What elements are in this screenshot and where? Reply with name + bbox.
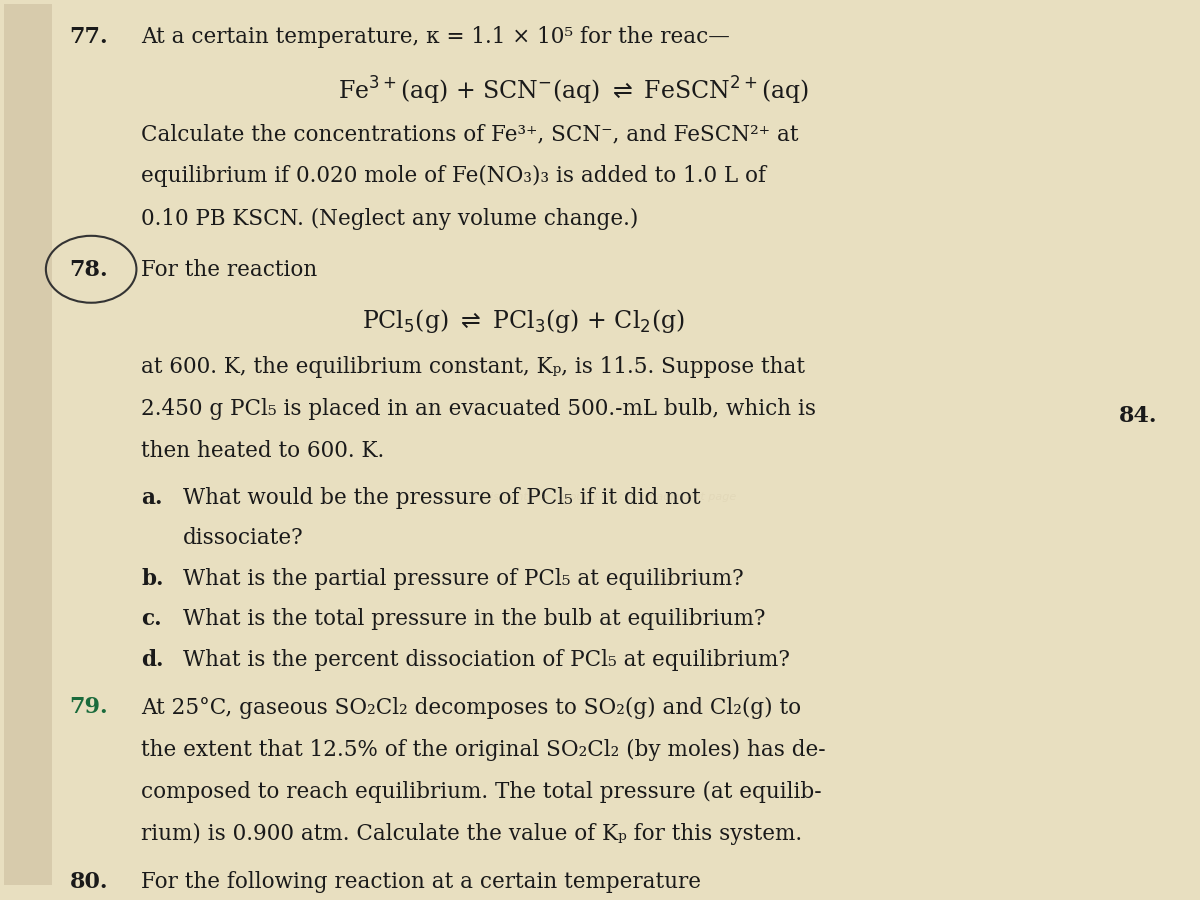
Text: equilibrium if 0.020 mole of Fe(NO₃)₃ is added to 1.0 L of: equilibrium if 0.020 mole of Fe(NO₃)₃ is… xyxy=(142,166,767,187)
Text: 79.: 79. xyxy=(70,697,108,718)
Text: 80.: 80. xyxy=(70,871,108,893)
Text: c.: c. xyxy=(142,608,162,630)
Text: dissociate?: dissociate? xyxy=(182,527,304,549)
Text: What is the partial pressure of PCl₅ at equilibrium?: What is the partial pressure of PCl₅ at … xyxy=(182,568,744,590)
Text: Fe$^{3+}$(aq) + SCN$^{-}$(aq) $\rightleftharpoons$ FeSCN$^{2+}$(aq): Fe$^{3+}$(aq) + SCN$^{-}$(aq) $\rightlef… xyxy=(338,75,809,107)
Text: This is faint background text from adjacent page: This is faint background text from adjac… xyxy=(464,492,736,502)
Text: then heated to 600. K.: then heated to 600. K. xyxy=(142,440,384,462)
Text: What is the total pressure in the bulb at equilibrium?: What is the total pressure in the bulb a… xyxy=(182,608,766,630)
Text: At a certain temperature, κ = 1.1 × 10⁵ for the reac—: At a certain temperature, κ = 1.1 × 10⁵ … xyxy=(142,26,730,49)
Text: d.: d. xyxy=(142,649,163,670)
Text: at 600. K, the equilibrium constant, Kₚ, is 11.5. Suppose that: at 600. K, the equilibrium constant, Kₚ,… xyxy=(142,356,805,378)
Text: 78.: 78. xyxy=(70,258,108,281)
Text: PCl$_5$(g) $\rightleftharpoons$ PCl$_3$(g) + Cl$_2$(g): PCl$_5$(g) $\rightleftharpoons$ PCl$_3$(… xyxy=(361,307,684,335)
Text: 2.450 g PCl₅ is placed in an evacuated 500.-mL bulb, which is: 2.450 g PCl₅ is placed in an evacuated 5… xyxy=(142,398,816,420)
Text: For the reaction: For the reaction xyxy=(142,258,318,281)
Text: What is the percent dissociation of PCl₅ at equilibrium?: What is the percent dissociation of PCl₅… xyxy=(182,649,790,670)
Text: What would be the pressure of PCl₅ if it did not: What would be the pressure of PCl₅ if it… xyxy=(182,487,701,508)
Text: a.: a. xyxy=(142,487,163,508)
Text: composed to reach equilibrium. The total pressure (at equilib-: composed to reach equilibrium. The total… xyxy=(142,781,822,803)
Text: b.: b. xyxy=(142,568,163,590)
Text: 84.: 84. xyxy=(1118,405,1157,427)
Text: 0.10 ΡΒ KSCN. (Neglect any volume change.): 0.10 ΡΒ KSCN. (Neglect any volume change… xyxy=(142,208,638,230)
Text: 77.: 77. xyxy=(70,26,108,49)
Text: For the following reaction at a certain temperature: For the following reaction at a certain … xyxy=(142,871,701,893)
Text: At 25°C, gaseous SO₂Cl₂ decomposes to SO₂(g) and Cl₂(g) to: At 25°C, gaseous SO₂Cl₂ decomposes to SO… xyxy=(142,697,802,718)
Text: the extent that 12.5% of the original SO₂Cl₂ (by moles) has de-: the extent that 12.5% of the original SO… xyxy=(142,739,826,760)
Bar xyxy=(4,4,52,885)
Text: Calculate the concentrations of Fe³⁺, SCN⁻, and FeSCN²⁺ at: Calculate the concentrations of Fe³⁺, SC… xyxy=(142,123,799,145)
Text: rium) is 0.900 atm. Calculate the value of Kₚ for this system.: rium) is 0.900 atm. Calculate the value … xyxy=(142,824,803,845)
